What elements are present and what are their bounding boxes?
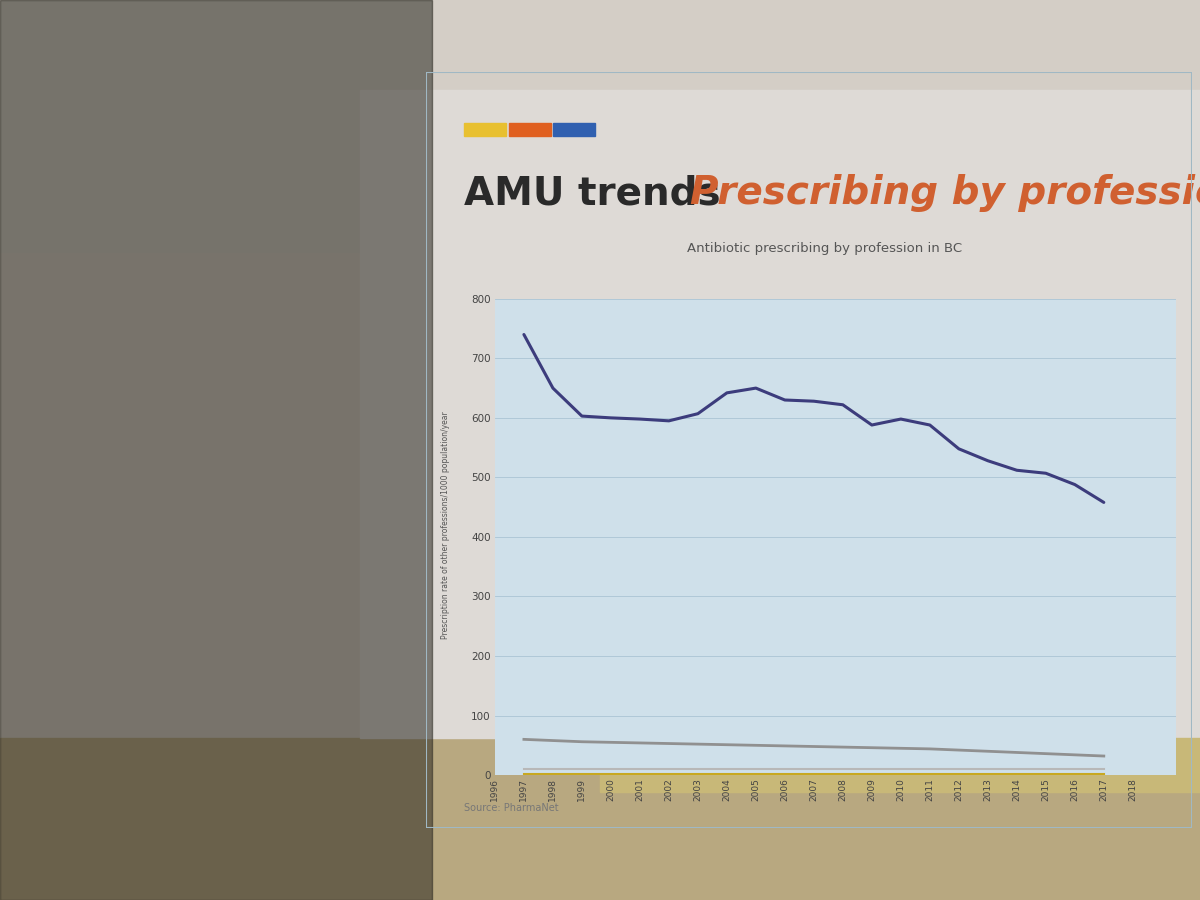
- Text: Prescription rate of other professions/1000 population/year: Prescription rate of other professions/1…: [440, 411, 450, 640]
- Text: Prescribing by profession: Prescribing by profession: [664, 174, 1200, 212]
- Bar: [509, 122, 551, 136]
- Text: Source: PharmaNet: Source: PharmaNet: [464, 803, 559, 813]
- Text: Antibiotic prescribing by profession in BC: Antibiotic prescribing by profession in …: [686, 242, 961, 255]
- Bar: [464, 122, 506, 136]
- Text: AMU trends: AMU trends: [464, 174, 721, 212]
- Bar: [0, 0, 432, 900]
- Bar: [0, 0, 1200, 252]
- Bar: [600, 738, 1200, 792]
- Bar: [0, 738, 1200, 900]
- Bar: [553, 122, 595, 136]
- Bar: [360, 90, 1200, 738]
